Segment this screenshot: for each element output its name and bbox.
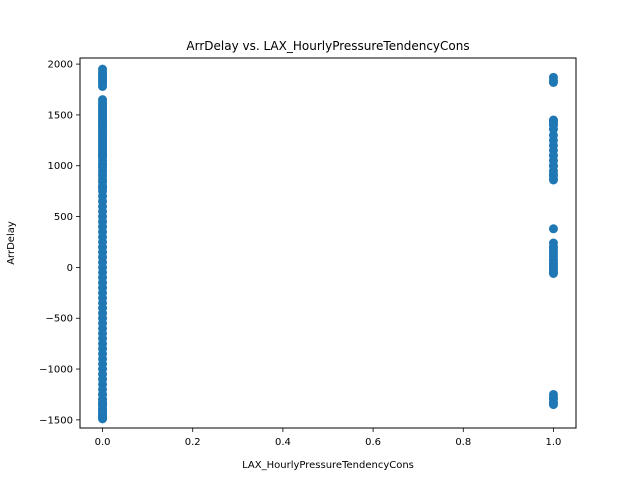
x-axis-label: LAX_HourlyPressureTendencyCons (242, 460, 414, 471)
data-point (548, 161, 558, 171)
data-point (548, 77, 558, 87)
data-point (548, 116, 558, 126)
data-point (548, 268, 558, 278)
x-tick-label: 0.0 (95, 437, 111, 448)
y-tick-label: 1500 (48, 110, 73, 121)
x-tick-label: 0.4 (275, 437, 291, 448)
x-tick-label: 0.6 (365, 437, 381, 448)
y-tick-label: 500 (54, 212, 73, 223)
y-axis-label: ArrDelay (6, 221, 17, 265)
data-point (98, 389, 108, 399)
data-point (548, 174, 558, 184)
y-tick-label: 1000 (48, 161, 73, 172)
y-tick-label: −1000 (39, 365, 73, 376)
y-axis: −1500 −1000 −500 0 500 1000 1500 2000 (39, 60, 80, 426)
y-tick-label: 2000 (48, 60, 73, 71)
x-tick-label: 1.0 (546, 437, 562, 448)
data-points (98, 64, 558, 424)
y-tick-label: −1500 (39, 415, 73, 426)
chart-title: ArrDelay vs. LAX_HourlyPressureTendencyC… (186, 39, 469, 53)
plot-frame (79, 57, 577, 429)
data-point (548, 124, 558, 134)
data-point (98, 81, 108, 91)
y-tick-label: −500 (46, 314, 73, 325)
x-tick-label: 0.2 (185, 437, 201, 448)
x-axis: 0.0 0.2 0.4 0.6 0.8 1.0 (95, 428, 562, 448)
x-tick-label: 0.8 (455, 437, 471, 448)
data-point (548, 224, 558, 234)
y-tick-label: 0 (67, 263, 73, 274)
data-point (548, 400, 558, 410)
